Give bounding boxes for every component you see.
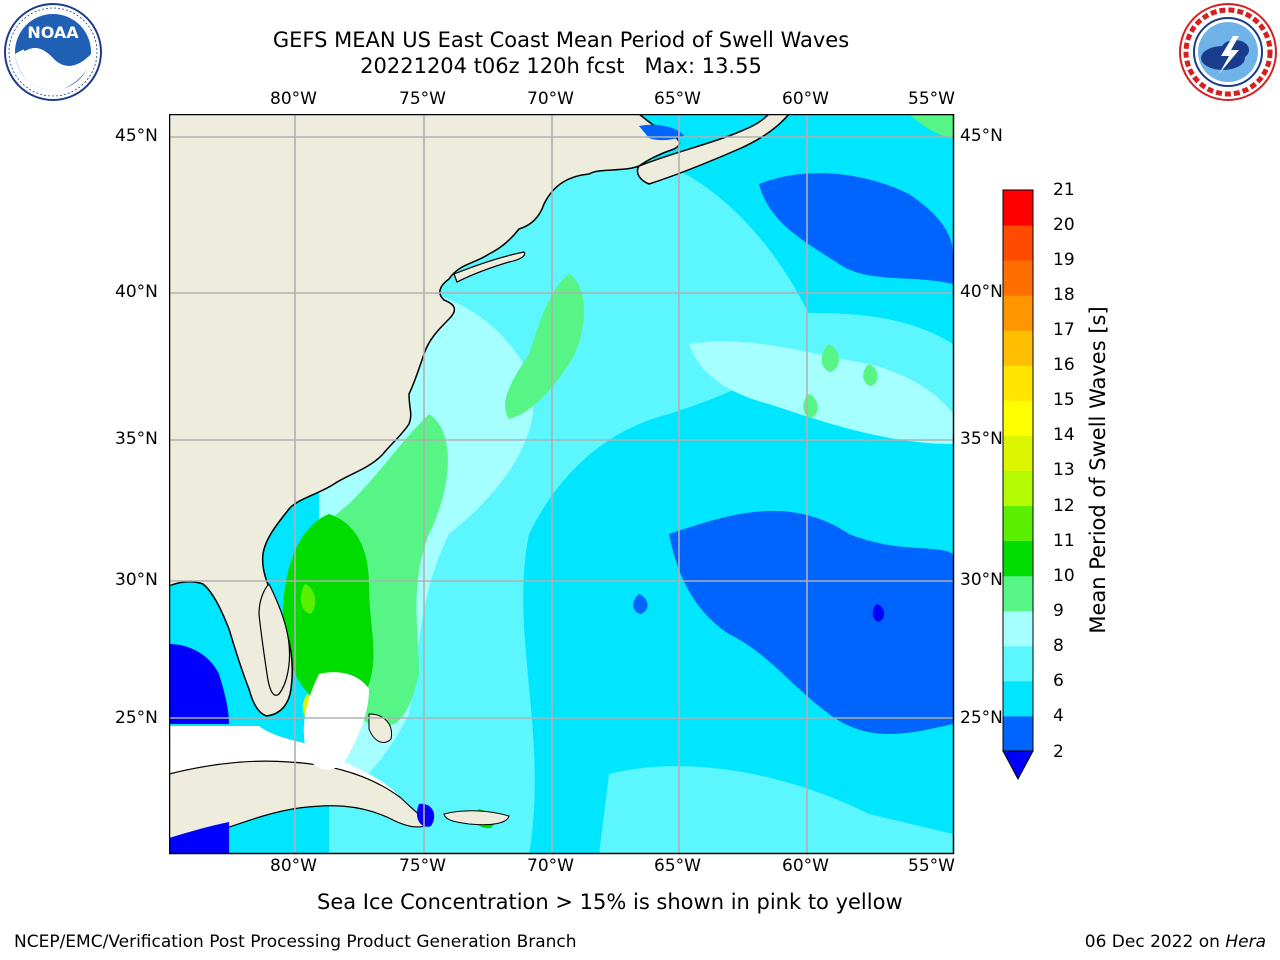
colorbar-segment (1003, 715, 1033, 752)
colorbar-segment (1003, 190, 1033, 226)
colorbar-segment (1003, 505, 1033, 542)
footer-machine: Hera (1225, 932, 1266, 952)
period-4-6-se-region (669, 510, 953, 734)
swell-period-map (169, 114, 955, 855)
cb-tick-14: 14 (1053, 425, 1075, 445)
forecast-date: 20221204 t06z 120h fcst (360, 54, 625, 78)
cb-tick-15: 15 (1053, 390, 1075, 410)
lon-label-60w-top: 60°W (782, 89, 829, 109)
cb-tick-13: 13 (1053, 460, 1075, 480)
cb-tick-19: 19 (1053, 250, 1075, 270)
cb-tick-20: 20 (1053, 215, 1075, 235)
colorbar (1002, 189, 1034, 781)
colorbar-segment (1003, 330, 1033, 366)
noaa-logo: NOAA (4, 3, 102, 101)
colorbar-segment (1003, 575, 1033, 612)
lon-label-75w-bottom: 75°W (399, 856, 446, 876)
sea-ice-footnote: Sea Ice Concentration > 15% is shown in … (317, 890, 903, 914)
colorbar-segment (1003, 225, 1033, 261)
national-weather-service-logo (1179, 3, 1277, 101)
footer-branch: NCEP/EMC/Verification Post Processing Pr… (14, 932, 577, 952)
colorbar-segment (1003, 400, 1033, 436)
lon-label-55w-bottom: 55°W (908, 856, 955, 876)
colorbar-underflow-triangle (1002, 750, 1034, 781)
lon-label-75w-top: 75°W (399, 89, 446, 109)
svg-text:NOAA: NOAA (27, 23, 79, 42)
cb-tick-17: 17 (1053, 320, 1075, 340)
colorbar-segment (1003, 470, 1033, 507)
cb-tick-10: 10 (1053, 566, 1075, 586)
colorbar-label: Mean Period of Swell Waves [s] (1086, 306, 1110, 634)
lon-label-60w-bottom: 60°W (782, 856, 829, 876)
cb-tick-21: 21 (1053, 180, 1075, 200)
cb-tick-12: 12 (1053, 496, 1075, 516)
lat-label-40n-left: 40°N (115, 282, 158, 302)
lon-label-65w-top: 65°W (654, 89, 701, 109)
lon-label-55w-top: 55°W (908, 89, 955, 109)
colorbar-segment (1003, 540, 1033, 577)
cb-tick-4: 4 (1053, 706, 1064, 726)
map-title: GEFS MEAN US East Coast Mean Period of S… (272, 28, 850, 52)
graticule (169, 114, 953, 853)
lat-label-25n-right: 25°N (960, 708, 1003, 728)
max-value: Max: 13.55 (644, 54, 762, 78)
colorbar-segment (1003, 260, 1033, 296)
lat-label-45n-right: 45°N (960, 126, 1003, 146)
map-subtitle: 20221204 t06z 120h fcst Max: 13.55 (0, 53, 1122, 79)
cb-tick-6: 6 (1053, 671, 1064, 691)
period-10-11-region (282, 514, 374, 707)
colorbar-segment (1003, 435, 1033, 471)
cb-tick-9: 9 (1053, 601, 1064, 621)
cb-tick-8: 8 (1053, 636, 1064, 656)
cb-tick-2: 2 (1053, 742, 1064, 762)
lat-label-25n-left: 25°N (115, 708, 158, 728)
lat-label-40n-right: 40°N (960, 282, 1003, 302)
lon-label-70w-top: 70°W (527, 89, 574, 109)
colorbar-segment (1003, 365, 1033, 401)
colorbar-segment (1003, 295, 1033, 331)
cb-tick-11: 11 (1053, 531, 1075, 551)
lat-label-30n-right: 30°N (960, 570, 1003, 590)
colorbar-segment (1003, 680, 1033, 717)
map-frame (169, 114, 955, 855)
lon-label-80w-bottom: 80°W (270, 856, 317, 876)
footer-date: 06 Dec 2022 on Hera (1085, 932, 1266, 952)
colorbar-frame (1002, 189, 1034, 752)
lat-label-35n-right: 35°N (960, 429, 1003, 449)
lon-label-70w-bottom: 70°W (527, 856, 574, 876)
lat-label-35n-left: 35°N (115, 429, 158, 449)
cb-tick-18: 18 (1053, 285, 1075, 305)
colorbar-segment (1003, 610, 1033, 647)
lat-label-30n-left: 30°N (115, 570, 158, 590)
lon-label-65w-bottom: 65°W (654, 856, 701, 876)
colorbar-segments (1002, 190, 1034, 781)
colorbar-segment (1003, 645, 1033, 682)
cb-tick-16: 16 (1053, 355, 1075, 375)
land-north-america (169, 114, 681, 717)
lon-label-80w-top: 80°W (270, 89, 317, 109)
footer-date-text: 06 Dec 2022 on (1084, 932, 1220, 952)
lat-label-45n-left: 45°N (115, 126, 158, 146)
